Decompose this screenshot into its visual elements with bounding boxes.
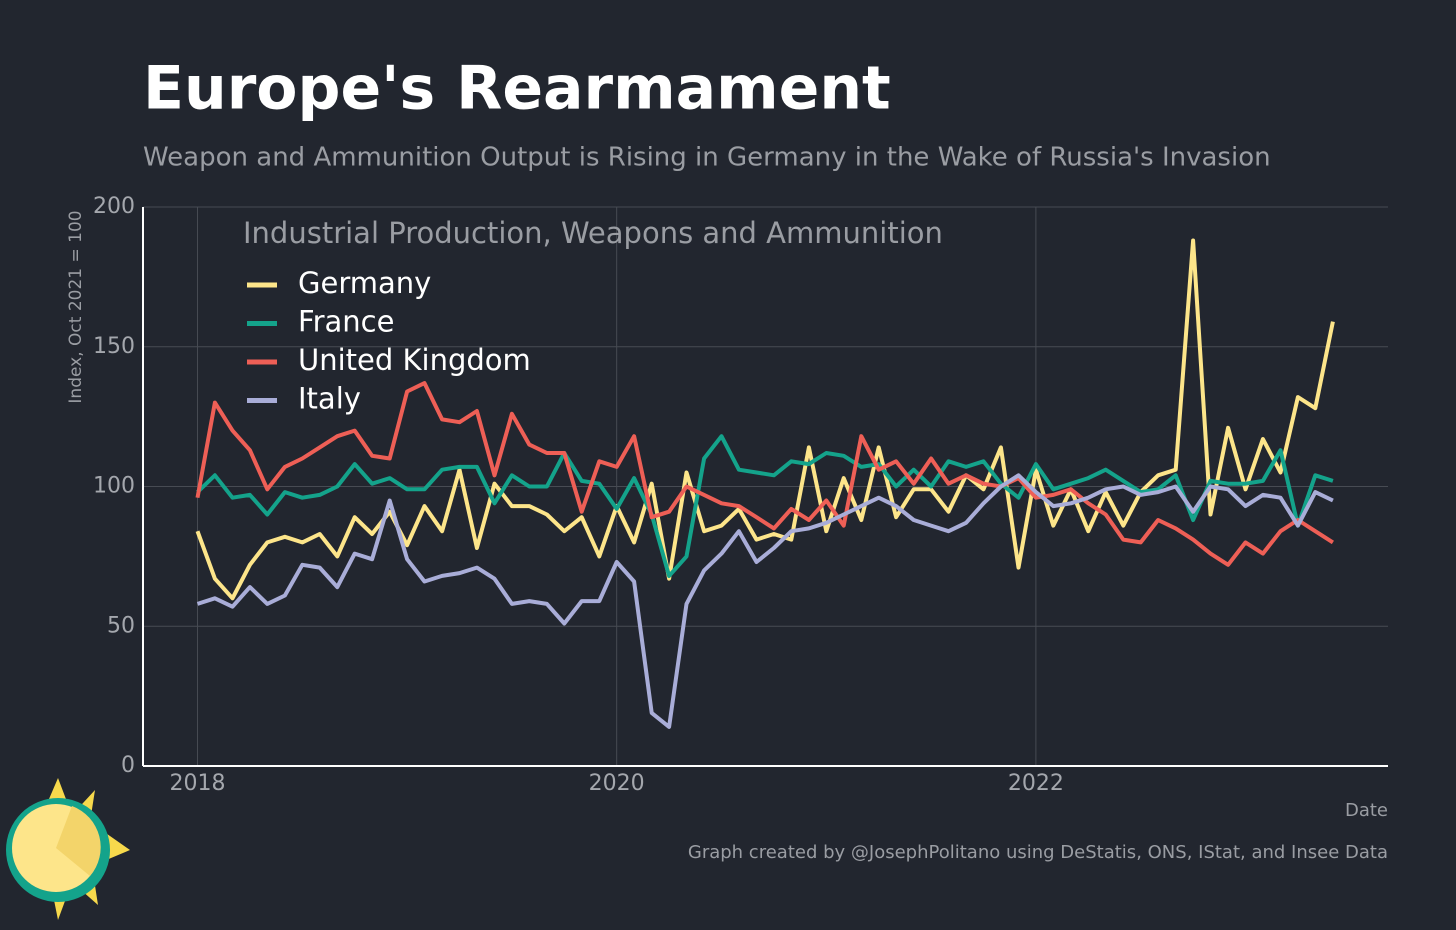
legend-label: United Kingdom	[298, 343, 531, 377]
legend-label: Italy	[298, 382, 361, 416]
y-tick-label: 0	[121, 753, 135, 778]
legend-title: Industrial Production, Weapons and Ammun…	[243, 216, 943, 250]
logo	[6, 778, 130, 920]
x-tick-label: 2018	[169, 771, 225, 796]
x-axis-label: Date	[1345, 800, 1388, 821]
y-tick-label: 200	[93, 194, 135, 219]
legend-label: France	[298, 305, 394, 339]
data-line	[196, 473, 1334, 729]
data-line	[196, 434, 1334, 578]
y-tick-label: 50	[107, 613, 135, 638]
x-tick-label: 2022	[1008, 771, 1064, 796]
y-axis-label: Index, Oct 2021 = 100	[66, 210, 86, 403]
legend-label: Germany	[298, 266, 431, 300]
chart-title: Europe's Rearmament	[143, 54, 891, 124]
y-tick-label: 100	[93, 474, 135, 499]
chart-subtitle: Weapon and Ammunition Output is Rising i…	[143, 143, 1271, 173]
x-tick-label: 2020	[589, 771, 645, 796]
plot-area: 0 50 100 150 200 2018 2020 2022 Industrial Produ…	[93, 194, 1388, 796]
logo-shade	[56, 806, 101, 876]
y-tick-label: 150	[93, 334, 135, 359]
data-line	[195, 381, 1334, 567]
caption: Graph created by @JosephPolitano using D…	[688, 842, 1388, 863]
